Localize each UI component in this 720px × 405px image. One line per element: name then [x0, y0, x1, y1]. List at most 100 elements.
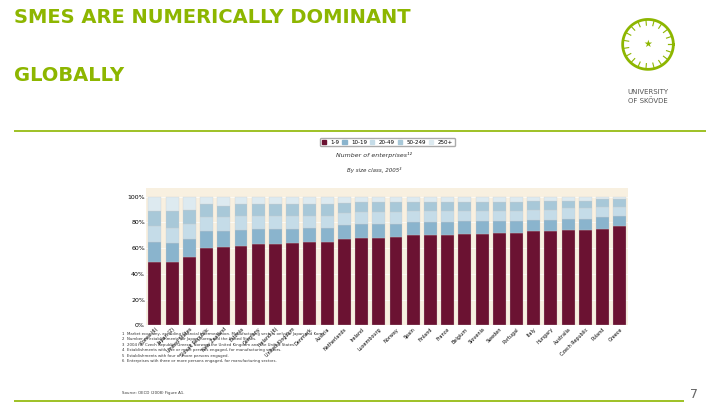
Bar — [476, 202, 488, 211]
Text: UNIVERSITY
OF SKÖVDE: UNIVERSITY OF SKÖVDE — [627, 89, 669, 104]
Bar — [544, 232, 557, 326]
Bar — [613, 226, 626, 326]
Bar — [596, 197, 609, 199]
Bar — [355, 238, 368, 326]
Bar — [183, 239, 196, 257]
Bar — [200, 205, 213, 217]
Bar — [510, 202, 523, 211]
Bar — [355, 212, 368, 224]
Text: 1  Market economy, excluding financial intermediation. Manufacturing sectors onl: 1 Market economy, excluding financial in… — [122, 332, 326, 363]
Bar — [252, 244, 265, 326]
Bar — [148, 262, 161, 326]
Bar — [372, 202, 385, 212]
Bar — [476, 197, 488, 202]
Bar — [527, 209, 540, 220]
Bar — [492, 197, 505, 202]
Bar — [217, 197, 230, 206]
Bar — [372, 224, 385, 238]
Text: GLOBALLY: GLOBALLY — [14, 66, 125, 85]
Bar — [510, 211, 523, 221]
Bar — [183, 224, 196, 239]
Bar — [183, 209, 196, 224]
Bar — [200, 248, 213, 326]
Bar — [148, 242, 161, 262]
Text: ★: ★ — [644, 39, 652, 49]
Bar — [217, 217, 230, 232]
Bar — [596, 207, 609, 217]
Bar — [424, 202, 437, 211]
Bar — [338, 213, 351, 225]
Bar — [303, 205, 316, 216]
Bar — [166, 243, 179, 262]
Bar — [476, 234, 488, 326]
Bar — [476, 221, 488, 234]
Bar — [287, 205, 299, 216]
Bar — [148, 211, 161, 226]
Bar — [166, 211, 179, 228]
Bar — [200, 197, 213, 205]
Bar — [441, 235, 454, 326]
Bar — [235, 216, 248, 230]
Bar — [459, 202, 472, 211]
Bar — [407, 197, 420, 202]
Bar — [424, 197, 437, 202]
Bar — [544, 209, 557, 220]
Bar — [183, 197, 196, 209]
Bar — [320, 205, 333, 216]
Bar — [613, 207, 626, 216]
Bar — [613, 199, 626, 207]
Bar — [492, 221, 505, 233]
Bar — [459, 221, 472, 234]
Text: By size class, 2005³: By size class, 2005³ — [347, 167, 402, 173]
Bar — [424, 222, 437, 235]
Bar — [476, 211, 488, 221]
Bar — [200, 217, 213, 232]
Bar — [166, 197, 179, 211]
Bar — [390, 224, 402, 237]
Bar — [492, 211, 505, 221]
Bar — [269, 229, 282, 244]
Bar — [459, 197, 472, 202]
Bar — [544, 220, 557, 232]
Bar — [459, 211, 472, 221]
Bar — [510, 197, 523, 202]
Bar — [407, 211, 420, 222]
Bar — [613, 197, 626, 199]
Bar — [303, 242, 316, 326]
Bar — [596, 217, 609, 229]
Bar — [459, 234, 472, 326]
Bar — [217, 232, 230, 247]
Bar — [596, 199, 609, 207]
Bar — [303, 216, 316, 228]
Bar — [390, 197, 402, 202]
Bar — [355, 202, 368, 212]
Text: Number of enterprises¹²: Number of enterprises¹² — [336, 152, 413, 158]
Text: Source: OECD (2008) Figure A1.: Source: OECD (2008) Figure A1. — [122, 391, 185, 395]
Bar — [217, 247, 230, 326]
Bar — [252, 197, 265, 205]
Bar — [527, 220, 540, 232]
Bar — [510, 233, 523, 326]
Bar — [235, 245, 248, 326]
Bar — [338, 203, 351, 213]
Bar — [320, 242, 333, 326]
Bar — [441, 222, 454, 235]
Bar — [562, 208, 575, 219]
Bar — [527, 232, 540, 326]
Bar — [596, 229, 609, 326]
Bar — [148, 197, 161, 211]
Bar — [544, 197, 557, 200]
Legend: 1-9, 10-19, 20-49, 50-249, 250+: 1-9, 10-19, 20-49, 50-249, 250+ — [320, 138, 454, 147]
Bar — [287, 197, 299, 205]
Bar — [492, 202, 505, 211]
Bar — [492, 233, 505, 326]
Bar — [338, 239, 351, 326]
Bar — [355, 224, 368, 238]
Bar — [579, 230, 592, 326]
Bar — [320, 216, 333, 228]
Bar — [269, 244, 282, 326]
Bar — [390, 202, 402, 212]
Bar — [579, 208, 592, 219]
Text: 7: 7 — [690, 388, 698, 401]
Bar — [613, 216, 626, 226]
